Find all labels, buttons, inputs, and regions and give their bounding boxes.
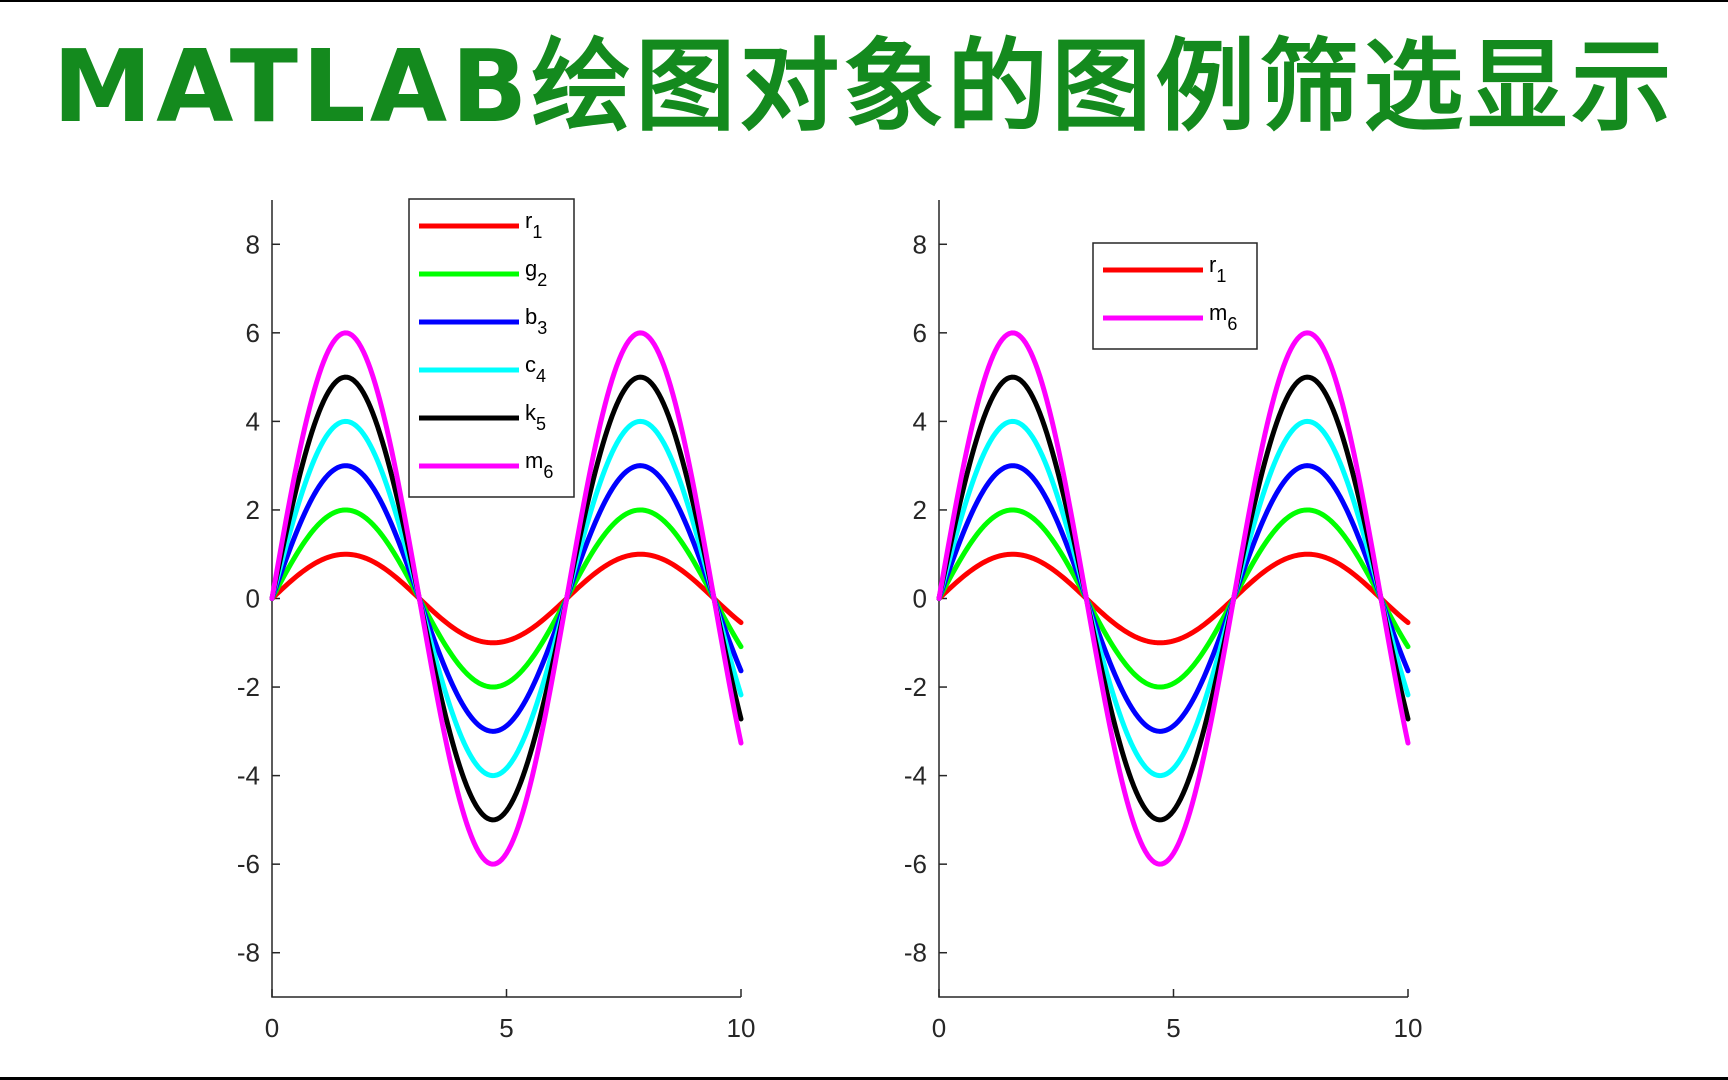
y-tick-label: -6 — [904, 849, 927, 879]
series-line-r1 — [269, 551, 744, 646]
series-line-c4 — [936, 418, 1411, 779]
legend-label-k5: k5 — [525, 400, 546, 434]
y-tick-label: 6 — [246, 318, 260, 348]
y-tick-label: -8 — [237, 938, 260, 968]
y-tick-label: 8 — [246, 229, 260, 259]
legend-label-r1: r1 — [1209, 252, 1226, 286]
y-tick-label: 2 — [246, 495, 260, 525]
series-line-b3 — [936, 463, 1411, 734]
y-tick-label: -4 — [904, 761, 927, 791]
y-tick-label: 2 — [913, 495, 927, 525]
legend-label-m6: m6 — [525, 448, 553, 482]
page-title: MATLAB绘图对象的图例筛选显示 — [52, 28, 1676, 145]
y-tick-label: 8 — [913, 229, 927, 259]
series-line-g2 — [269, 507, 744, 690]
series-line-m6 — [269, 330, 744, 867]
series-line-r1 — [936, 551, 1411, 646]
y-tick-label: 6 — [913, 318, 927, 348]
y-tick-label: -6 — [237, 849, 260, 879]
y-tick-label: 4 — [246, 406, 260, 436]
y-tick-label: -2 — [237, 672, 260, 702]
series-line-m6 — [936, 330, 1411, 867]
x-tick-label: 5 — [1166, 1013, 1180, 1043]
y-tick-label: -4 — [237, 761, 260, 791]
x-tick-label: 5 — [499, 1013, 513, 1043]
x-tick-label: 10 — [1394, 1013, 1423, 1043]
legend-box — [408, 198, 575, 498]
x-tick-label: 0 — [932, 1013, 946, 1043]
series-line-c4 — [269, 418, 744, 779]
x-tick-label: 10 — [727, 1013, 756, 1043]
legend-label-g2: g2 — [525, 256, 547, 290]
y-tick-label: 0 — [913, 584, 927, 614]
series-line-k5 — [936, 374, 1411, 823]
series-line-g2 — [936, 507, 1411, 690]
legend-label-r1: r1 — [525, 208, 542, 242]
legend-label-m6: m6 — [1209, 300, 1237, 334]
y-tick-label: 4 — [913, 406, 927, 436]
bottom-border-line — [0, 1077, 1728, 1080]
top-border-line — [0, 0, 1728, 2]
x-tick-label: 0 — [265, 1013, 279, 1043]
y-tick-label: -8 — [904, 938, 927, 968]
series-line-k5 — [269, 374, 744, 823]
legend-box — [1092, 242, 1258, 350]
y-tick-label: 0 — [246, 584, 260, 614]
series-line-b3 — [269, 463, 744, 734]
y-tick-label: -2 — [904, 672, 927, 702]
legend-label-c4: c4 — [525, 352, 546, 386]
legend-label-b3: b3 — [525, 304, 547, 338]
